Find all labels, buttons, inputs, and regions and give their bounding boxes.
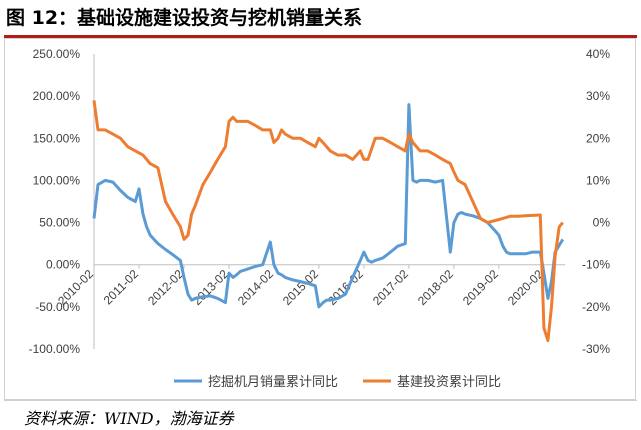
- y-right-tick-label: -30%: [582, 342, 610, 356]
- legend-item-infrastructure-label: 基建投资累计同比: [397, 374, 501, 389]
- y-left-tick-label: 200.00%: [33, 89, 81, 103]
- y-left-tick-label: 0.00%: [46, 258, 80, 272]
- y-left-tick-label: -50.00%: [35, 300, 80, 314]
- y-right-tick-label: 0%: [593, 216, 611, 230]
- x-tick-label: 2014-02: [235, 267, 276, 308]
- y-left-tick-label: 250.00%: [33, 47, 81, 61]
- y-right-tick-label: 20%: [586, 131, 610, 145]
- series-line-excavator: [92, 103, 565, 309]
- source-divider: [4, 400, 637, 401]
- x-tick-label: 2016-02: [325, 267, 366, 308]
- chart-frame: [4, 38, 636, 400]
- y-left-tick-label: -100.00%: [29, 342, 81, 356]
- chart-axes: -100.00% -50.00% 0.00% 50.00% 100.00% 150.00%…: [29, 47, 611, 356]
- y-left-tick-label: 100.00%: [33, 173, 81, 187]
- chart-canvas: -100.00% -50.00% 0.00% 50.00% 100.00% 150.00%…: [29, 47, 611, 389]
- chart-series: [92, 100, 565, 343]
- x-tick-label: 2012-02: [145, 267, 186, 308]
- y-right-tick-label: 10%: [586, 173, 610, 187]
- y-right-tick-label: -10%: [582, 258, 610, 272]
- legend-item-excavator-label: 挖掘机月销量累计同比: [208, 374, 338, 389]
- x-tick-label: 2017-02: [370, 267, 411, 308]
- x-tick-label: 2011-02: [101, 267, 142, 308]
- source-note: 资料来源：WIND，渤海证券: [24, 409, 234, 428]
- y-right-tick-label: 40%: [586, 47, 610, 61]
- series-line-infrastructure: [92, 100, 564, 343]
- x-tick-label: 2020-02: [505, 267, 546, 308]
- y-right-tick-label: 30%: [586, 89, 610, 103]
- x-tick-label: 2018-02: [415, 267, 456, 308]
- page-title: 图 12：基础设施建设投资与挖机销量关系: [6, 7, 363, 29]
- x-tick-label: 2019-02: [460, 267, 501, 308]
- y-right-tick-label: -20%: [582, 300, 610, 314]
- chart-legend: 挖掘机月销量累计同比 基建投资累计同比: [174, 374, 501, 389]
- title-divider: [4, 35, 637, 38]
- y-left-tick-label: 150.00%: [33, 131, 81, 145]
- y-left-tick-label: 50.00%: [39, 216, 80, 230]
